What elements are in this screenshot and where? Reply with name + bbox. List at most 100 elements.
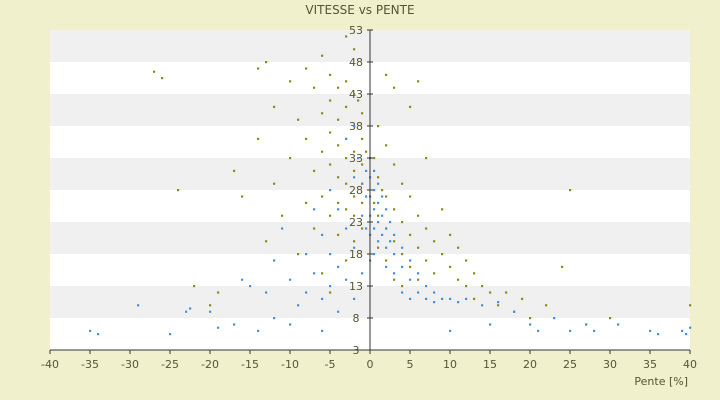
data-point	[373, 157, 376, 160]
data-point	[481, 304, 484, 307]
data-point	[377, 240, 380, 243]
data-point	[305, 253, 308, 256]
data-point	[361, 272, 364, 275]
data-point	[321, 233, 324, 236]
data-point	[345, 227, 348, 230]
data-point	[401, 182, 404, 185]
data-point	[321, 54, 324, 57]
data-point	[169, 333, 172, 336]
y-tick-label: 23	[349, 216, 363, 229]
data-point	[321, 150, 324, 153]
data-point	[457, 246, 460, 249]
data-point	[521, 297, 524, 300]
y-tick-label: 18	[349, 248, 363, 261]
data-point	[217, 326, 220, 329]
data-point	[361, 112, 364, 115]
data-point	[425, 157, 428, 160]
data-point	[353, 48, 356, 51]
data-point	[417, 80, 420, 83]
data-point	[329, 291, 332, 294]
data-point	[393, 253, 396, 256]
data-point	[513, 310, 516, 313]
data-point	[433, 291, 436, 294]
y-tick-label: 8	[353, 312, 360, 325]
data-point	[425, 285, 428, 288]
data-point	[385, 246, 388, 249]
data-point	[321, 195, 324, 198]
y-tick-label: 38	[349, 120, 363, 133]
data-point	[649, 329, 652, 332]
data-point	[417, 272, 420, 275]
data-point	[385, 195, 388, 198]
data-point	[313, 86, 316, 89]
data-point	[381, 195, 384, 198]
data-point	[353, 214, 356, 217]
data-point	[409, 233, 412, 236]
data-point	[241, 278, 244, 281]
data-point	[97, 333, 100, 336]
data-point	[257, 67, 260, 70]
data-point	[353, 246, 356, 249]
data-point	[265, 240, 268, 243]
x-tick-label: -20	[201, 358, 219, 371]
data-point	[313, 208, 316, 211]
data-point	[385, 265, 388, 268]
data-point	[361, 182, 364, 185]
data-point	[153, 70, 156, 73]
data-point	[353, 195, 356, 198]
data-point	[381, 214, 384, 217]
data-point	[365, 150, 368, 153]
data-point	[329, 163, 332, 166]
x-tick-label: 0	[367, 358, 374, 371]
data-point	[389, 240, 392, 243]
data-point	[689, 326, 692, 329]
data-point	[353, 125, 356, 128]
data-point	[685, 333, 688, 336]
data-point	[433, 272, 436, 275]
data-point	[489, 291, 492, 294]
data-point	[529, 323, 532, 326]
data-point	[657, 333, 660, 336]
data-point	[361, 227, 364, 230]
data-point	[209, 310, 212, 313]
data-point	[313, 169, 316, 172]
data-point	[393, 233, 396, 236]
data-point	[465, 259, 468, 262]
data-point	[377, 201, 380, 204]
y-tick-label: 33	[349, 152, 363, 165]
data-point	[217, 291, 220, 294]
data-point	[345, 208, 348, 211]
data-point	[457, 278, 460, 281]
data-point	[345, 137, 348, 140]
data-point	[449, 233, 452, 236]
data-point	[425, 259, 428, 262]
data-point	[433, 301, 436, 304]
x-tick-label: 10	[443, 358, 457, 371]
data-point	[337, 144, 340, 147]
data-point	[273, 182, 276, 185]
data-point	[193, 285, 196, 288]
data-point	[393, 272, 396, 275]
data-point	[425, 297, 428, 300]
data-point	[345, 278, 348, 281]
data-point	[313, 272, 316, 275]
data-point	[441, 297, 444, 300]
y-tick-label: 28	[349, 184, 363, 197]
data-point	[457, 301, 460, 304]
data-point	[393, 240, 396, 243]
data-point	[305, 201, 308, 204]
x-tick-label: -5	[325, 358, 336, 371]
data-point	[401, 291, 404, 294]
data-point	[545, 304, 548, 307]
data-point	[353, 240, 356, 243]
data-point	[353, 297, 356, 300]
data-point	[377, 246, 380, 249]
data-point	[265, 291, 268, 294]
data-point	[337, 265, 340, 268]
data-point	[473, 272, 476, 275]
data-point	[425, 227, 428, 230]
data-point	[585, 323, 588, 326]
x-tick-label: 20	[523, 358, 537, 371]
data-point	[281, 214, 284, 217]
